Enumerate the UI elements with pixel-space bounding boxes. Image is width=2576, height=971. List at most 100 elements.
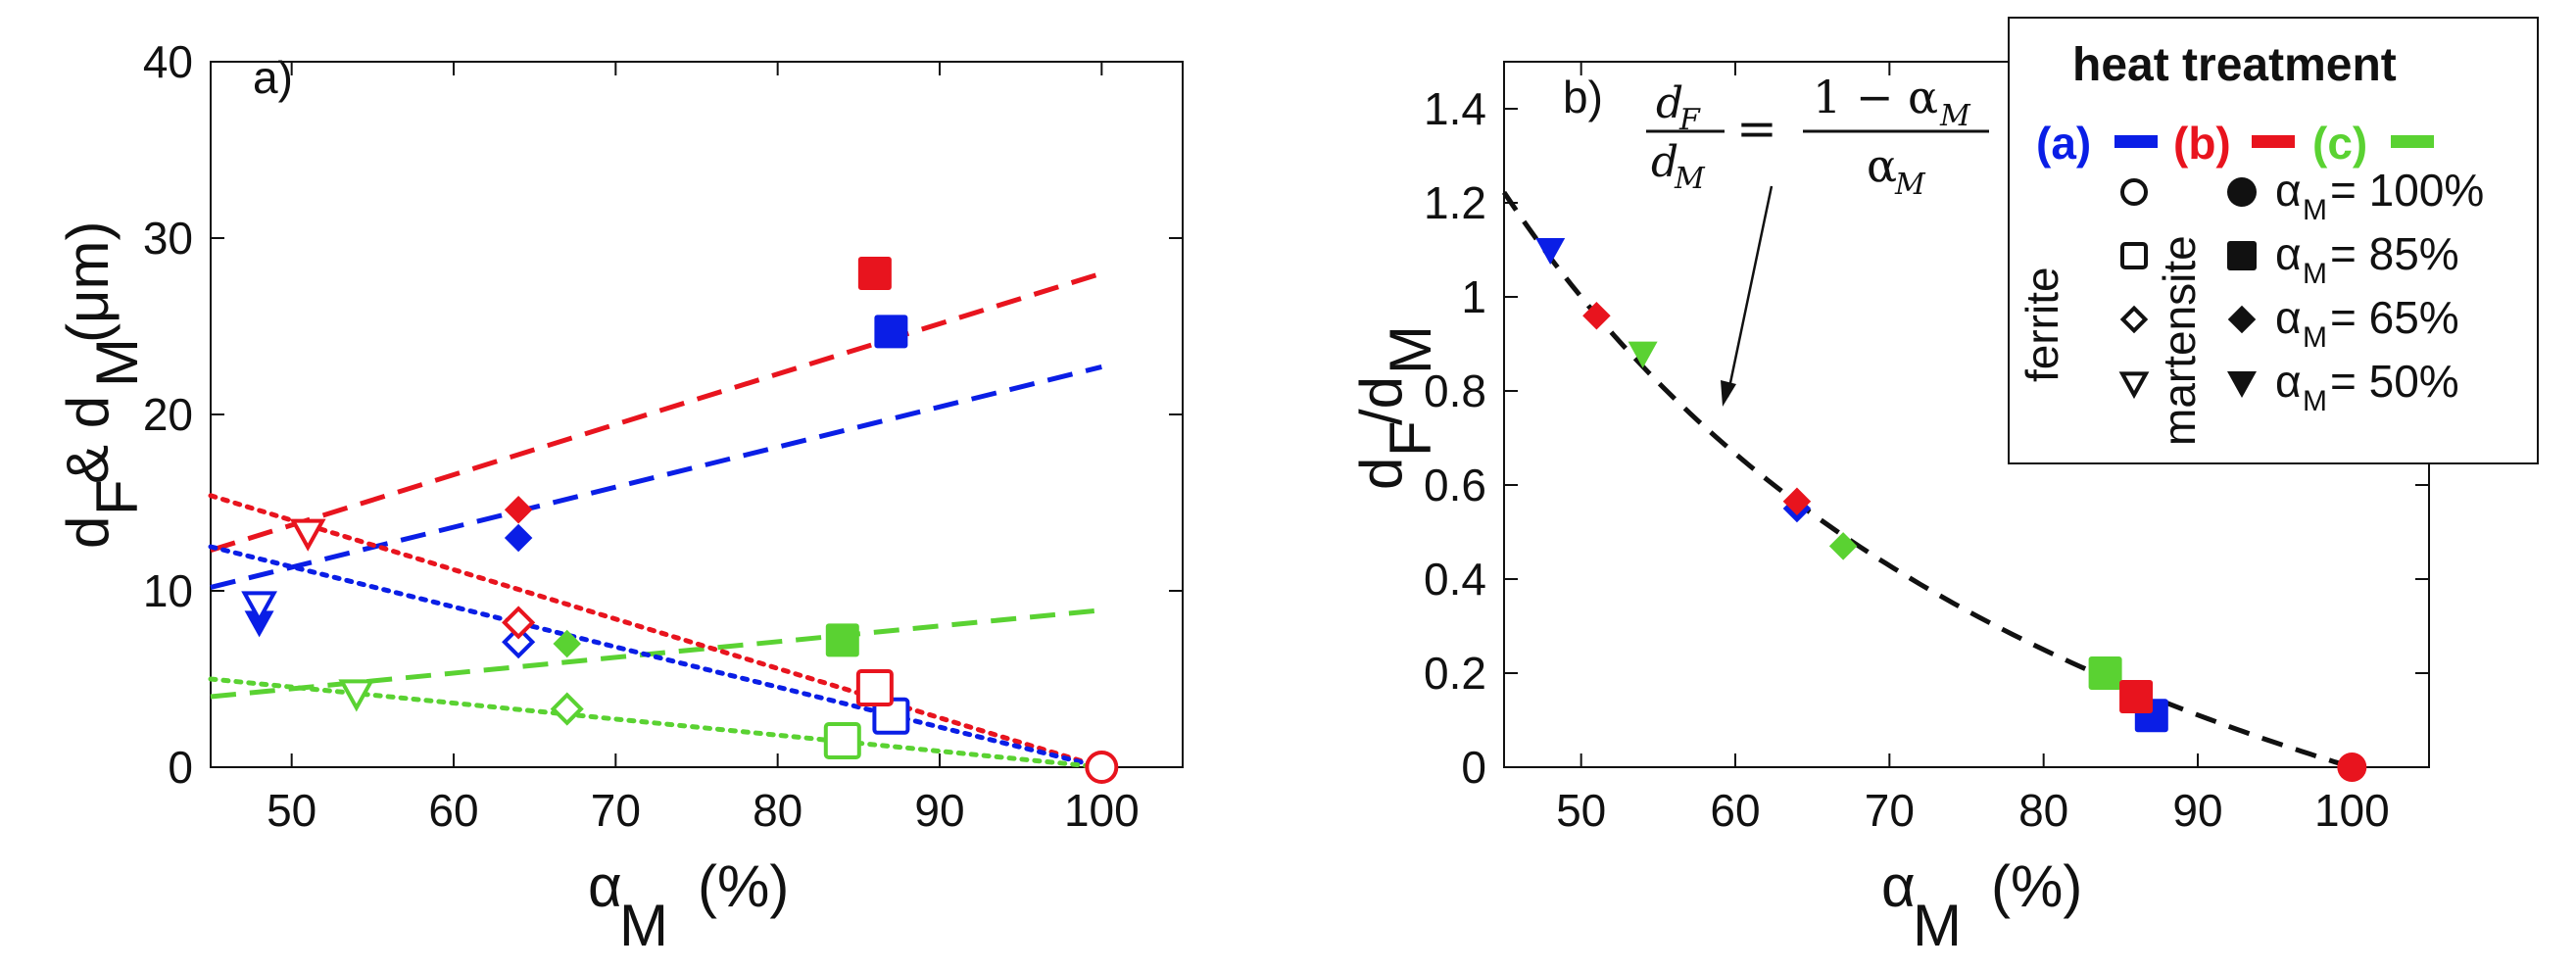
y-tick-label: 0: [1461, 742, 1486, 793]
x-tick-label: 100: [1064, 785, 1140, 836]
panel-a-xlabel-unit: (%): [698, 853, 789, 919]
panel-a-ylabel-sub2: M: [84, 338, 150, 387]
x-tick-label: 80: [2018, 785, 2068, 836]
formula-rhs-num: 1 − α: [1813, 71, 1938, 123]
panel-a-ylabel: d F & d M (μm): [55, 220, 150, 549]
legend-group-swatch: [2391, 135, 2434, 148]
data-point-martensite-a: [504, 523, 533, 553]
formula-lhs-num: d: [1656, 78, 1683, 128]
legend-row-alpha: α: [2275, 356, 2302, 407]
y-tick-label: 20: [143, 389, 193, 440]
y-tick-label: 0: [168, 742, 193, 793]
panel-a-markers: [241, 257, 1119, 784]
legend-martensite-marker: [2227, 241, 2257, 270]
data-point-ferrite-b: [502, 606, 536, 640]
fit-line-dotted-b: [208, 493, 1104, 770]
x-tick-label: 90: [914, 785, 964, 836]
panel-a-ylabel-sub1: F: [84, 479, 150, 515]
panel-b: 50 60 70 80 90 100 0 0.2 0.4 0.6 0.8 1 1.2 1.4 b) d F…: [1348, 17, 2539, 958]
panel-a-ylabel-amp: & d: [55, 396, 121, 484]
y-tick-label: 0.4: [1424, 554, 1486, 605]
formula-lhs-num-sub: F: [1678, 103, 1701, 137]
ratio-point-c: [1828, 532, 1858, 560]
y-tick-label: 10: [143, 565, 193, 616]
panel-b-label: b): [1563, 72, 1603, 122]
ratio-point-b: [2337, 753, 2367, 782]
legend-ferrite-marker: [2118, 371, 2150, 400]
legend-row-alpha: α: [2275, 228, 2302, 279]
panel-a-fit-lines: [208, 270, 1104, 770]
formula-lhs-den-sub: M: [1674, 162, 1706, 196]
y-tick-label: 1.2: [1424, 177, 1486, 228]
panel-a-axes-frame: [210, 61, 1184, 768]
panel-b-ylabel: d F /d M: [1348, 325, 1443, 490]
x-tick-label: 80: [753, 785, 802, 836]
panel-a-label: a): [253, 52, 293, 103]
data-point-martensite-a: [244, 610, 274, 638]
x-tick-label: 60: [1710, 785, 1760, 836]
data-point-ferrite-b: [289, 518, 326, 552]
data-point-martensite-c: [825, 623, 859, 657]
panel-a-ticks: 50 60 70 80 90 100 0 10 20 30 40: [143, 36, 1183, 836]
legend-group-swatch: [2114, 135, 2158, 148]
panel-b-xlabel: α M (%): [1881, 853, 2082, 958]
legend-row-value: = 65%: [2330, 292, 2459, 343]
data-point-martensite-a: [874, 315, 908, 349]
panel-b-xlabel-sub: M: [1913, 893, 1962, 958]
legend-ferrite-label: ferrite: [2017, 267, 2067, 382]
y-tick-label: 40: [143, 36, 193, 87]
data-point-ferrite-c: [550, 692, 584, 726]
panel-a-ylabel-d1: d: [55, 516, 121, 549]
legend-ferrite-marker: [2120, 178, 2148, 206]
data-point-martensite-b: [857, 257, 892, 290]
data-point-martensite-b: [504, 495, 533, 524]
ratio-point-a: [1535, 238, 1566, 265]
legend-group-label: (b): [2173, 118, 2231, 169]
panel-b-ylabel-sub1: F: [1378, 420, 1443, 457]
ratio-point-c: [1628, 341, 1658, 368]
legend-groups: (a) (b) (c): [2036, 118, 2434, 169]
panel-a-xlabel: α M (%): [588, 853, 789, 958]
ratio-point-b: [1782, 487, 1812, 516]
y-tick-label: 0.2: [1424, 648, 1486, 699]
x-tick-label: 60: [428, 785, 478, 836]
fit-line-dotted-a: [208, 544, 1104, 770]
x-tick-label: 70: [591, 785, 641, 836]
panel-a-xlabel-alpha: α: [588, 853, 622, 919]
data-point-martensite-c: [553, 629, 581, 658]
ratio-point-b: [1582, 301, 1611, 330]
formula-rhs-den-sub: M: [1894, 168, 1926, 202]
y-tick-label: 0.8: [1424, 365, 1486, 416]
y-tick-label: 0.6: [1424, 460, 1486, 510]
formula-rhs-den: α: [1867, 139, 1897, 192]
formula-lhs-den: d: [1651, 137, 1678, 187]
legend-group-label: (c): [2312, 118, 2367, 169]
legend-row-value: = 100%: [2330, 165, 2484, 216]
panel-b-xlabel-unit: (%): [1991, 853, 2082, 919]
panel-b-xlabel-alpha: α: [1881, 853, 1916, 919]
legend-title: heat treatment: [2072, 39, 2397, 91]
x-tick-label: 100: [2314, 785, 2390, 836]
legend-box: [2008, 17, 2539, 464]
data-point-ferrite-c: [823, 722, 861, 759]
legend-row-alpha: α: [2275, 165, 2302, 216]
data-point-ferrite-c: [338, 679, 375, 712]
legend-row-alpha: α: [2275, 292, 2302, 343]
legend-martensite-marker: [2227, 177, 2257, 207]
formula-annotation: d F d M = 1 − α M α M: [1646, 71, 1989, 407]
legend-row-sub: M: [2303, 258, 2327, 290]
data-point-ferrite-a: [502, 625, 536, 659]
formula-equals: =: [1736, 100, 1777, 157]
legend-ferrite-marker: [2120, 242, 2148, 269]
legend-martensite-label: martensite: [2154, 235, 2205, 446]
legend-group-swatch: [2252, 135, 2295, 148]
legend-row-value: = 85%: [2330, 228, 2459, 279]
legend: heat treatment (a) (b) (c) ferrite martens…: [2008, 17, 2539, 464]
y-tick-label: 1: [1461, 271, 1486, 322]
x-tick-label: 50: [267, 785, 316, 836]
fit-line-dashed-c: [210, 607, 1102, 700]
fit-line-dotted-c: [208, 676, 1104, 770]
y-tick-label: 30: [143, 213, 193, 264]
model-curve: [1501, 190, 2354, 770]
